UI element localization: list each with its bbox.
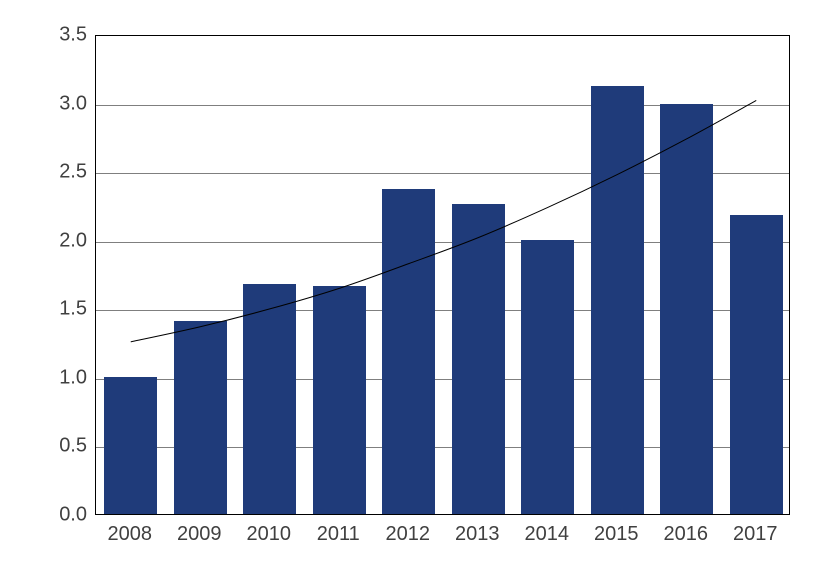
y-tick-label: 3.5	[47, 24, 87, 47]
y-tick-label: 2.0	[47, 229, 87, 252]
bar	[521, 240, 574, 514]
bar-chart: 0.0 0.5 1.0 1.5 2.0 2.5 3.0 3.5 2008 2009 2010 2011…	[0, 0, 825, 582]
bar	[730, 215, 783, 514]
x-tick-label: 2012	[386, 523, 431, 546]
x-tick-label: 2017	[733, 523, 778, 546]
bar	[174, 321, 227, 514]
x-tick-label: 2009	[177, 523, 222, 546]
bar	[104, 377, 157, 514]
bar	[452, 204, 505, 514]
bar	[382, 189, 435, 514]
y-tick-label: 3.0	[47, 92, 87, 115]
x-tick-label: 2016	[664, 523, 709, 546]
x-tick-label: 2011	[317, 523, 360, 546]
bar	[660, 104, 713, 514]
plot-area	[95, 35, 790, 515]
x-tick-label: 2010	[247, 523, 292, 546]
bar	[591, 86, 644, 514]
y-tick-label: 2.5	[47, 161, 87, 184]
y-tick-label: 1.0	[47, 366, 87, 389]
x-tick-label: 2014	[525, 523, 570, 546]
x-tick-label: 2015	[594, 523, 639, 546]
y-tick-label: 0.0	[47, 504, 87, 527]
bar	[243, 284, 296, 514]
y-tick-label: 1.5	[47, 298, 87, 321]
x-tick-label: 2013	[455, 523, 500, 546]
y-tick-label: 0.5	[47, 435, 87, 458]
bar	[313, 286, 366, 514]
x-tick-label: 2008	[108, 523, 153, 546]
